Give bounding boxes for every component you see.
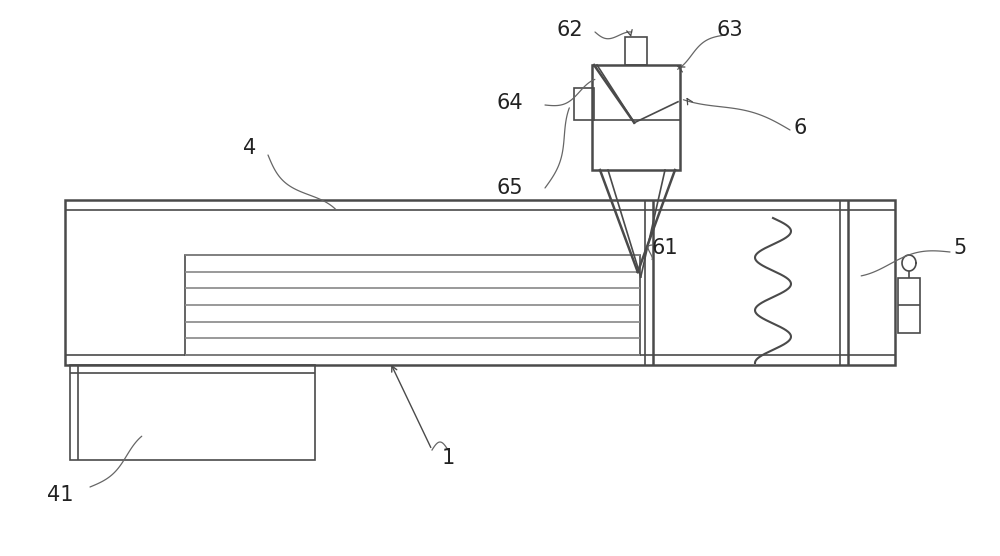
Bar	[65, 200, 895, 365]
Text: 63: 63	[717, 20, 743, 40]
Text: 41: 41	[47, 485, 73, 505]
Text: 64: 64	[497, 93, 523, 113]
Bar	[574, 88, 594, 120]
Bar	[70, 365, 315, 460]
Text: 6: 6	[793, 118, 807, 138]
Text: 61: 61	[652, 238, 678, 258]
Text: 62: 62	[557, 20, 583, 40]
Text: 5: 5	[953, 238, 967, 258]
Text: 4: 4	[243, 138, 257, 158]
Bar	[185, 255, 640, 355]
Text: 65: 65	[497, 178, 523, 198]
Bar	[592, 65, 680, 170]
Text: 1: 1	[441, 448, 455, 468]
Bar	[898, 278, 920, 333]
Bar	[625, 37, 647, 65]
